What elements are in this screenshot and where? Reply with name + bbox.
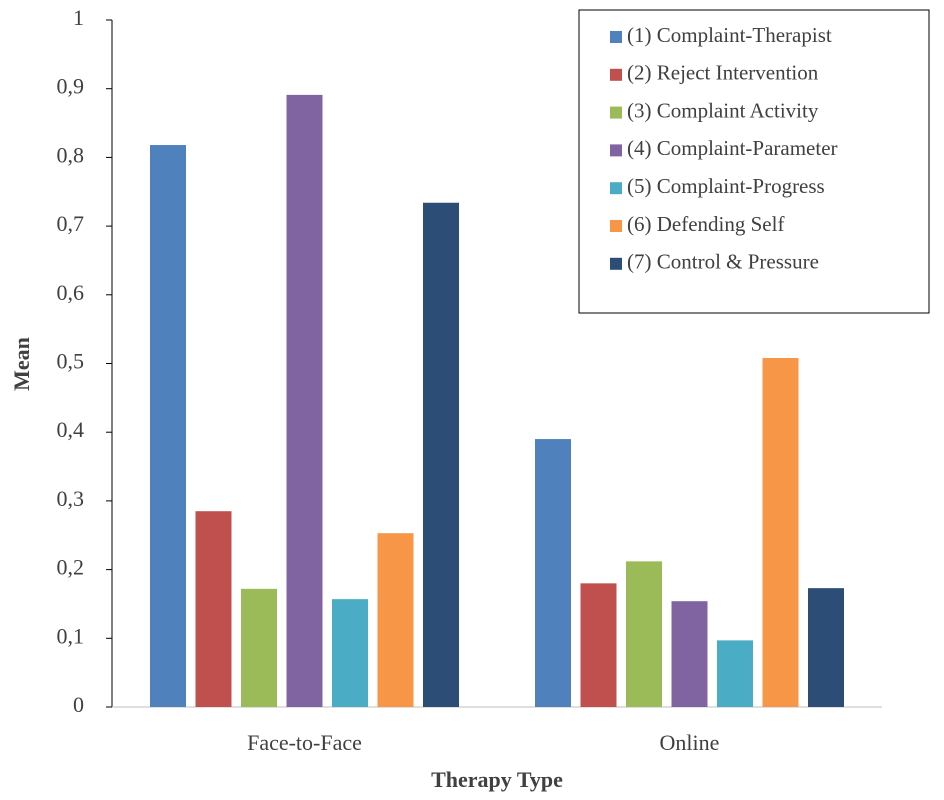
legend-label: (7) Control & Pressure — [627, 250, 819, 274]
legend-swatch — [610, 106, 622, 119]
x-axis-label: Therapy Type — [431, 767, 563, 792]
y-tick-label: 0,2 — [57, 555, 85, 580]
y-tick-label: 0,8 — [57, 142, 85, 167]
y-tick-label: 0,5 — [57, 349, 85, 374]
bar — [626, 561, 662, 707]
bar — [762, 358, 799, 707]
bar — [423, 202, 459, 707]
legend-swatch — [610, 257, 622, 270]
bar — [195, 511, 232, 707]
legend-label: (1) Complaint-Therapist — [627, 23, 832, 47]
legend-label: (3) Complaint Activity — [627, 98, 819, 122]
x-tick-label: Face-to-Face — [247, 730, 362, 755]
bar — [580, 583, 617, 707]
bar — [241, 588, 277, 707]
legend-swatch — [610, 68, 622, 81]
legend-label: (5) Complaint-Progress — [627, 174, 825, 198]
legend-swatch — [610, 220, 622, 232]
legend-label: (2) Reject Intervention — [627, 61, 819, 85]
y-tick-label: 1 — [73, 5, 84, 30]
y-tick-label: 0,3 — [57, 486, 85, 511]
y-tick-label: 0,1 — [57, 623, 85, 648]
bar — [808, 588, 844, 707]
bar — [332, 599, 368, 707]
y-tick-label: 0 — [73, 692, 84, 717]
bar — [286, 94, 323, 708]
bar — [150, 145, 186, 707]
x-tick-label: Online — [660, 730, 720, 755]
bar — [671, 601, 708, 707]
y-tick-label: 0,4 — [57, 417, 85, 442]
legend-box — [578, 9, 930, 314]
legend-swatch — [610, 182, 622, 195]
y-tick-label: 0,7 — [57, 211, 85, 236]
bar — [717, 640, 753, 707]
bar — [377, 533, 414, 707]
legend-label: (4) Complaint-Parameter — [627, 136, 838, 160]
y-tick-label: 0,6 — [57, 280, 85, 305]
legend-label: (6) Defending Self — [627, 212, 784, 236]
bar — [535, 439, 571, 707]
legend-swatch — [610, 31, 622, 43]
legend-swatch — [610, 144, 622, 157]
y-tick-label: 0,9 — [57, 74, 85, 99]
y-axis-label: Mean — [9, 337, 34, 391]
